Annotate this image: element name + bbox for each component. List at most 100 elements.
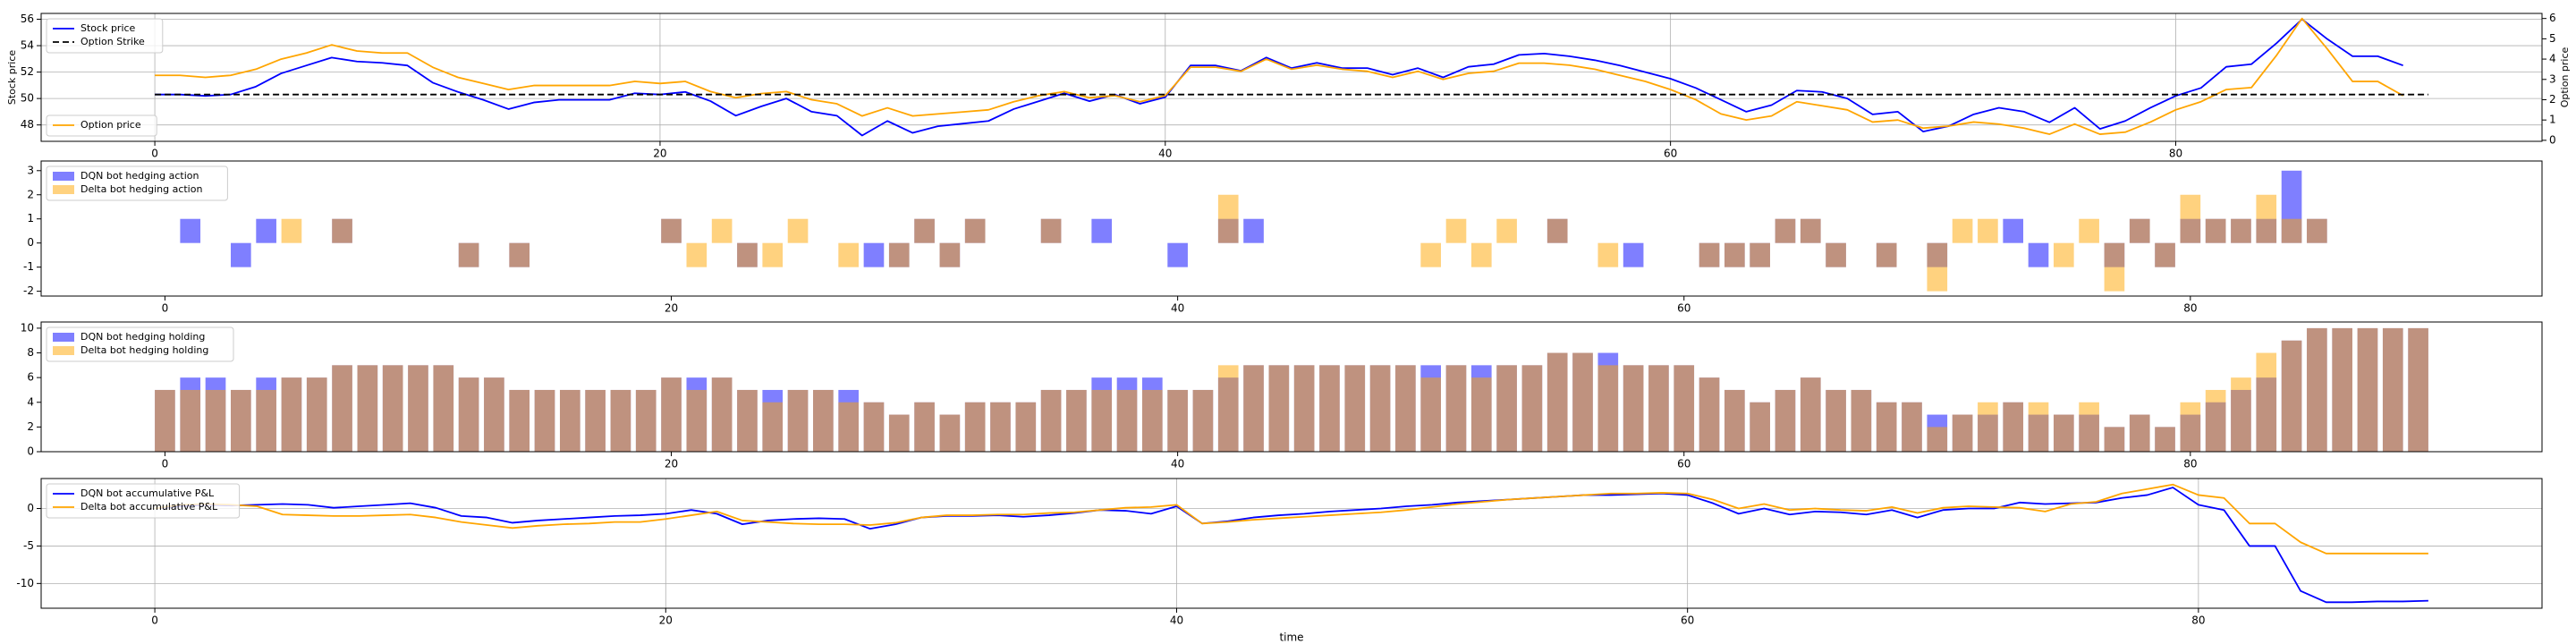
bar	[1724, 389, 1745, 452]
bar	[1243, 365, 1264, 452]
y2-tick-label: 5	[2549, 32, 2556, 45]
legend: DQN bot accumulative P&L Delta bot accumu…	[46, 483, 241, 519]
bar	[332, 218, 352, 243]
legend: Stock price Option Strike	[46, 18, 164, 54]
bar	[2079, 218, 2099, 243]
axes-frame	[40, 478, 2543, 609]
y-tick-label: 6	[27, 371, 34, 384]
bar	[1800, 377, 1821, 452]
bar	[1648, 365, 1669, 452]
panel: 0 20 40 60 80 -10 -5 0 time DQN bot accumulative …	[16, 478, 2543, 644]
bar	[1521, 365, 1543, 452]
x-tick-label: 0	[151, 614, 158, 627]
bar	[610, 389, 631, 452]
plot-area	[154, 483, 2428, 604]
bar	[838, 242, 859, 267]
bar	[2079, 402, 2099, 452]
x-tick-label: 80	[2169, 148, 2182, 160]
bar	[2155, 242, 2175, 267]
series-line	[155, 18, 2403, 137]
y-tick-label: 2	[27, 420, 34, 433]
bar	[990, 402, 1011, 452]
bar	[1724, 242, 1745, 267]
series-line	[154, 483, 2428, 555]
legend: Option price	[46, 114, 157, 137]
legend-label: Delta bot hedging holding	[80, 344, 208, 356]
legend-swatch	[53, 346, 74, 355]
bar	[1192, 389, 1214, 452]
y-tick-label: 2	[27, 188, 34, 200]
x-tick-label: 60	[1681, 614, 1694, 627]
legend-label: Delta bot accumulative P&L	[80, 501, 218, 513]
bar	[2256, 352, 2277, 452]
y2-tick-label: 3	[2549, 72, 2556, 85]
bar	[1066, 389, 1087, 452]
bar	[332, 365, 352, 452]
bar	[2307, 218, 2327, 243]
bar	[686, 389, 708, 452]
bar	[1445, 218, 1467, 243]
bar	[1167, 389, 1188, 452]
y-tick-label: 3	[27, 164, 34, 176]
bar	[2180, 402, 2201, 452]
bar	[2332, 327, 2352, 452]
bar	[306, 377, 327, 452]
bar	[914, 402, 935, 452]
bar	[2307, 327, 2327, 452]
bar	[888, 242, 910, 267]
bar	[2104, 427, 2125, 452]
bar	[737, 242, 758, 267]
bar	[1344, 365, 1366, 452]
legend-box	[46, 114, 157, 137]
legend-box	[46, 483, 241, 519]
x-tick-label: 0	[151, 148, 158, 160]
bar	[2028, 242, 2049, 267]
bar	[1851, 389, 1872, 452]
bar	[2104, 242, 2125, 292]
bar	[2003, 402, 2024, 452]
y-tick-label: 54	[21, 39, 34, 52]
legend-label: Option price	[80, 119, 141, 131]
x-tick-label: 40	[1171, 302, 1184, 315]
bar	[838, 402, 859, 452]
legend-label: DQN bot hedging action	[80, 170, 199, 182]
x-tick-label: 80	[2183, 458, 2197, 470]
bar	[2129, 414, 2150, 452]
bar	[1040, 218, 1062, 243]
x-axis-label: time	[1279, 631, 1303, 644]
bar	[1091, 389, 1113, 452]
y-tick-label: -1	[23, 260, 34, 273]
bar	[863, 402, 885, 452]
bar	[1546, 218, 1568, 243]
bar	[1978, 402, 1998, 452]
panel: 0 20 40 60 80 0 2 4 6 8 10 DQN bot hedging holdingD…	[21, 321, 2543, 470]
bar	[509, 389, 530, 452]
bar	[1978, 218, 1998, 243]
bar	[1217, 365, 1239, 452]
x-tick-label: 60	[1677, 458, 1690, 470]
x-tick-label: 80	[2191, 614, 2205, 627]
bar	[1800, 218, 1821, 243]
bar	[1293, 365, 1315, 452]
series-line	[155, 17, 2404, 135]
plot-area	[155, 327, 2428, 452]
bar	[1927, 427, 1948, 452]
y-tick-label: 52	[21, 65, 34, 78]
axes-frame	[40, 160, 2543, 297]
bar	[1572, 352, 1593, 452]
y-tick-label: 4	[27, 395, 34, 408]
y2-tick-label: 0	[2549, 133, 2556, 146]
bar	[1546, 352, 1568, 452]
legend-label: DQN bot hedging holding	[80, 331, 205, 343]
x-tick-label: 80	[2183, 302, 2197, 315]
bar	[2231, 218, 2251, 243]
y2-tick-label: 1	[2549, 114, 2556, 126]
bar	[458, 377, 479, 452]
bar	[2408, 327, 2428, 452]
bar	[1623, 365, 1644, 452]
y2-tick-label: 4	[2549, 53, 2556, 65]
bar	[1420, 242, 1442, 267]
